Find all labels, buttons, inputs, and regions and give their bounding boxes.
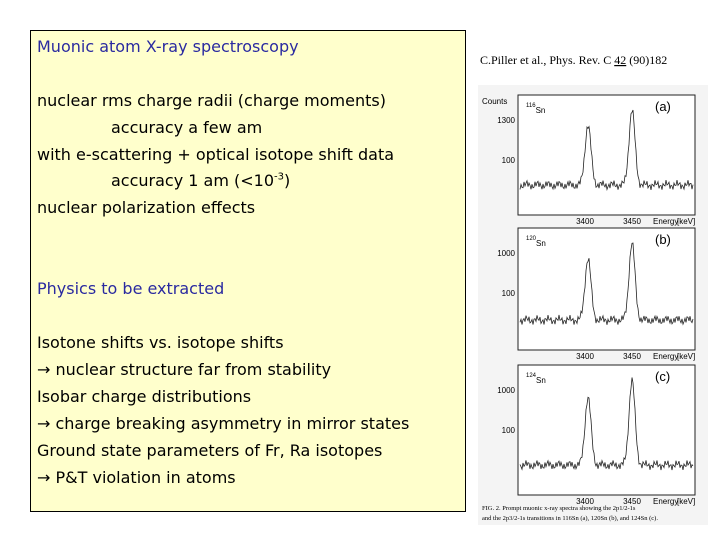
item: → P&T violation in atoms — [37, 468, 236, 487]
x-axis-label: Energy — [653, 352, 678, 361]
line: accuracy 1 am (<10-3) — [111, 171, 290, 190]
x-label: 3400 — [576, 497, 594, 506]
superscript: -3 — [274, 171, 285, 183]
spectrum — [519, 242, 694, 326]
x-label: 3450 — [623, 497, 641, 506]
panel-frame — [517, 227, 696, 351]
item: → nuclear structure far from stability — [37, 360, 332, 379]
text-box: Muonic atom X-ray spectroscopy nuclear r… — [30, 30, 466, 512]
element: Sn — [536, 376, 546, 385]
line-part: ) — [284, 171, 291, 190]
x-label: 3400 — [576, 217, 594, 226]
y-label: 100 — [502, 156, 516, 165]
x-unit: [keV] — [677, 217, 695, 226]
panel-label: 124Sn — [526, 373, 546, 385]
x-label: 3450 — [623, 352, 641, 361]
x-unit: [keV] — [677, 352, 695, 361]
line: accuracy a few am — [111, 118, 263, 137]
item: Isobar charge distributions — [37, 387, 252, 406]
y-label: 1000 — [497, 386, 515, 395]
panel-label: 120Sn — [526, 236, 546, 248]
item: → charge breaking asymmetry in mirror st… — [37, 414, 410, 433]
mass-number: 124 — [526, 373, 537, 379]
spectrum — [519, 109, 694, 191]
item: Ground state parameters of Fr, Ra isotop… — [37, 441, 383, 460]
element: Sn — [536, 106, 546, 115]
y-label: 1000 — [497, 249, 515, 258]
line-part: accuracy 1 am (<10 — [111, 171, 275, 190]
panel-tag: (c) — [655, 369, 670, 384]
figure: C.Piller et al., Phys. Rev. C 42 (90)182… — [478, 53, 708, 525]
citation-part: (90)182 — [626, 53, 667, 67]
section-title: Physics to be extracted — [37, 279, 225, 298]
box-title: Muonic atom X-ray spectroscopy — [37, 37, 299, 56]
panel-tag: (b) — [655, 232, 671, 247]
element: Sn — [536, 239, 546, 248]
x-unit: [keV] — [677, 497, 695, 506]
y-label: 100 — [502, 289, 516, 298]
panel-tag: (a) — [655, 99, 671, 114]
line: nuclear rms charge radii (charge moments… — [37, 91, 386, 110]
line: nuclear polarization effects — [37, 198, 256, 217]
y-label: 1300 — [497, 116, 515, 125]
x-label: 3400 — [576, 352, 594, 361]
line: with e-scattering + optical isotope shif… — [37, 145, 395, 164]
panel-frame — [517, 364, 696, 496]
mass-number: 120 — [526, 236, 537, 242]
citation-part: C.Piller et al., Phys. Rev. C — [480, 53, 614, 67]
x-axis-label: Energy — [653, 217, 678, 226]
panel-label: 116Sn — [526, 103, 545, 115]
caption-line: FIG. 2. Prompt muonic x-ray spectra show… — [482, 505, 636, 512]
caption-line: and the 2p3/2-1s transitions in 116Sn (a… — [482, 515, 658, 522]
panel-frame — [517, 94, 696, 216]
y-axis-label: Counts — [482, 97, 507, 106]
mass-number: 116 — [526, 103, 536, 109]
y-label: 100 — [502, 426, 516, 435]
x-label: 3450 — [623, 217, 641, 226]
item: Isotone shifts vs. isotope shifts — [37, 333, 284, 352]
x-axis-label: Energy — [653, 497, 678, 506]
citation-volume: 42 — [614, 53, 626, 67]
spectrum — [519, 377, 694, 471]
citation: C.Piller et al., Phys. Rev. C 42 (90)182 — [480, 53, 667, 67]
